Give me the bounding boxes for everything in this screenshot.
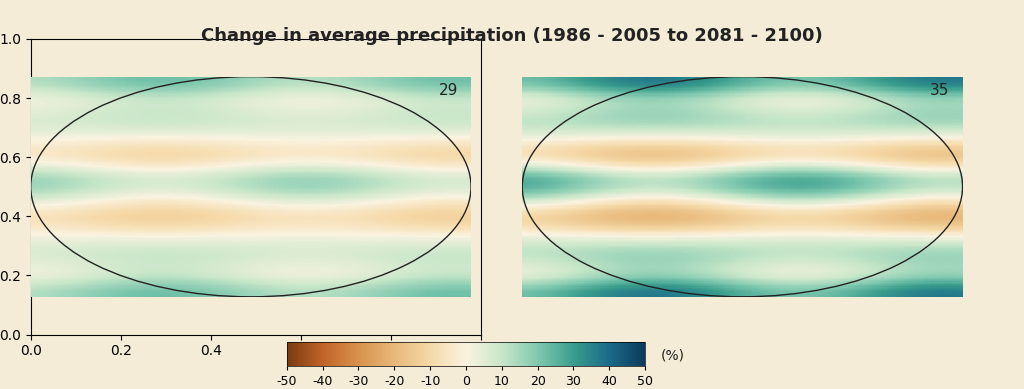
Text: 35: 35 <box>930 83 949 98</box>
Text: 29: 29 <box>438 83 458 98</box>
Text: (%): (%) <box>660 349 684 363</box>
Text: Change in average precipitation (1986 - 2005 to 2081 - 2100): Change in average precipitation (1986 - … <box>201 27 823 45</box>
